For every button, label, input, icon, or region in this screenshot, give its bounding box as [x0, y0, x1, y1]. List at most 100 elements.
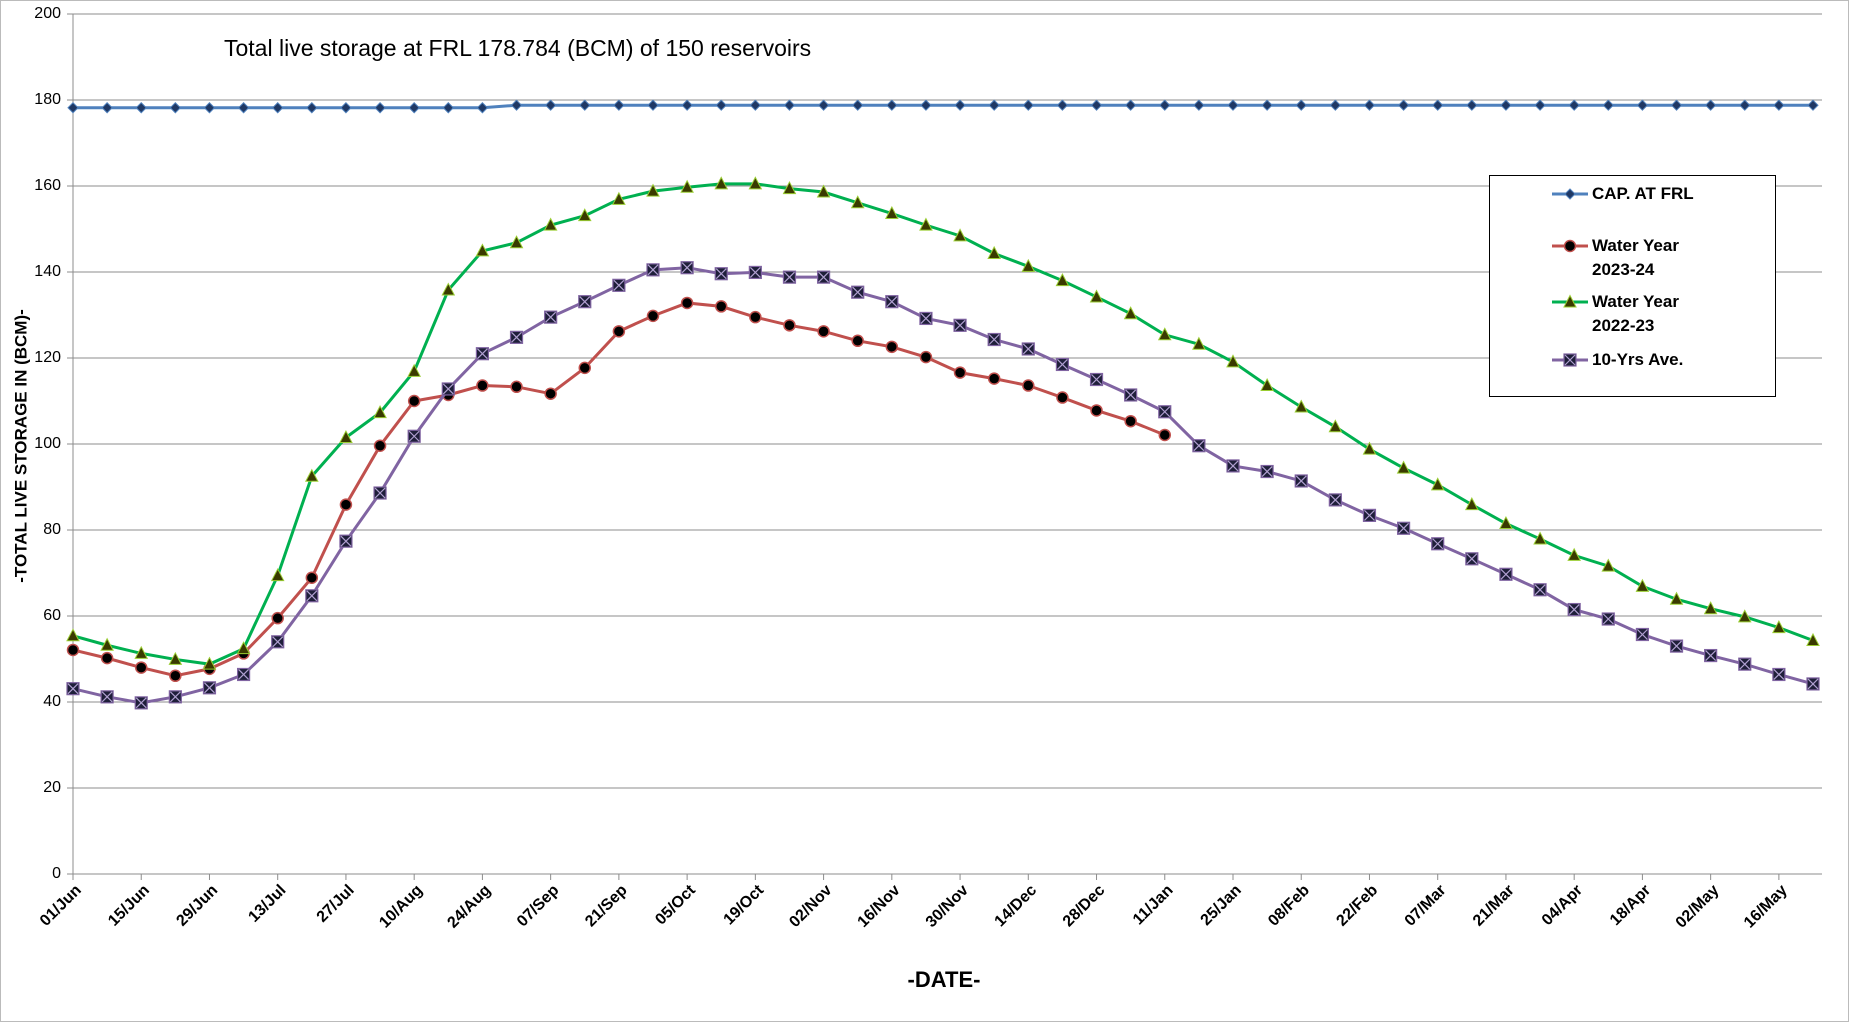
- marker-shape: [1193, 99, 1205, 111]
- marker-shape: [714, 176, 729, 190]
- marker: [884, 205, 899, 220]
- marker-shape: [1328, 419, 1343, 433]
- marker-shape: [1737, 609, 1752, 623]
- x-tick-label: 01/Jun: [37, 882, 85, 930]
- marker-shape: [1466, 553, 1478, 565]
- marker-shape: [1295, 99, 1307, 111]
- marker: [1192, 336, 1206, 350]
- marker: [1499, 515, 1513, 530]
- marker-shape: [442, 102, 455, 114]
- marker: [1294, 399, 1309, 413]
- x-tick-label: 14/Dec: [992, 882, 1041, 931]
- marker-shape: [543, 217, 558, 231]
- marker-shape: [100, 651, 114, 665]
- marker: [817, 99, 830, 111]
- marker: [886, 99, 898, 111]
- marker-shape: [1159, 406, 1171, 418]
- marker: [544, 310, 558, 324]
- marker: [680, 261, 694, 275]
- legend-swatch: [1552, 353, 1588, 367]
- marker: [543, 217, 558, 231]
- marker: [476, 379, 489, 392]
- marker-shape: [442, 383, 454, 395]
- marker: [544, 99, 557, 111]
- marker: [373, 405, 387, 419]
- marker-shape: [1364, 509, 1375, 521]
- y-tick-label: 80: [43, 521, 61, 538]
- marker: [271, 102, 284, 114]
- marker: [851, 334, 864, 348]
- marker: [203, 102, 216, 114]
- marker: [1772, 667, 1786, 682]
- x-tick-label: 24/Aug: [444, 882, 494, 932]
- marker: [306, 102, 318, 114]
- marker: [1499, 567, 1513, 581]
- marker-shape: [1123, 306, 1138, 320]
- marker: [1601, 558, 1616, 572]
- marker: [1465, 552, 1479, 566]
- marker-shape: [510, 380, 523, 394]
- legend: CAP. AT FRL Water Year 2023-24 Water Year …: [1489, 175, 1776, 397]
- marker-shape: [681, 99, 693, 111]
- y-tick-label: 200: [34, 5, 61, 22]
- marker-shape: [1157, 327, 1172, 341]
- x-tick-label: 05/Oct: [652, 881, 699, 928]
- marker: [1466, 99, 1478, 111]
- y-tick-label: 160: [34, 177, 61, 194]
- marker-shape: [680, 179, 694, 193]
- marker-shape: [1260, 377, 1274, 392]
- marker-shape: [1261, 99, 1273, 111]
- marker: [613, 99, 625, 111]
- y-tick-label: 0: [52, 865, 61, 882]
- marker: [340, 102, 352, 114]
- marker: [1772, 620, 1786, 634]
- marker: [1227, 99, 1239, 111]
- marker-shape: [1193, 440, 1205, 452]
- marker-shape: [270, 567, 285, 582]
- marker: [202, 681, 217, 695]
- marker-shape: [1564, 188, 1576, 200]
- marker-shape: [374, 102, 386, 114]
- marker-shape: [135, 697, 147, 709]
- marker-shape: [954, 319, 966, 331]
- marker-shape: [1807, 678, 1819, 690]
- marker: [885, 340, 899, 354]
- x-axis-label: -DATE-: [908, 967, 981, 992]
- marker: [1807, 99, 1819, 111]
- marker-shape: [339, 498, 353, 511]
- x-tick-label: 08/Feb: [1265, 882, 1313, 930]
- marker-shape: [1670, 99, 1683, 111]
- marker: [919, 350, 933, 364]
- marker-shape: [1466, 99, 1478, 111]
- marker-shape: [715, 99, 727, 111]
- marker-shape: [237, 102, 250, 114]
- marker: [1021, 342, 1035, 356]
- marker: [954, 99, 966, 111]
- x-tick-label: 15/Jun: [105, 882, 153, 930]
- marker-shape: [1090, 99, 1103, 111]
- marker: [680, 179, 694, 193]
- marker-shape: [988, 99, 1000, 111]
- marker-shape: [339, 429, 353, 444]
- marker: [168, 651, 183, 665]
- marker: [1090, 404, 1103, 417]
- marker: [305, 589, 319, 603]
- marker: [987, 245, 1002, 260]
- marker-shape: [271, 611, 284, 625]
- marker: [236, 667, 251, 682]
- marker: [1431, 537, 1445, 551]
- marker-shape: [850, 195, 865, 209]
- x-tick-label: 28/Dec: [1060, 882, 1109, 931]
- y-tick-label: 180: [34, 91, 61, 108]
- marker-shape: [1124, 99, 1137, 111]
- marker-shape: [476, 102, 489, 114]
- marker: [339, 498, 353, 511]
- marker: [1226, 354, 1240, 368]
- marker-shape: [100, 637, 114, 651]
- marker-shape: [749, 267, 761, 278]
- marker: [544, 387, 557, 400]
- marker-shape: [101, 691, 113, 703]
- marker-shape: [748, 176, 763, 190]
- marker-shape: [579, 296, 591, 308]
- y-tick-label: 120: [34, 349, 61, 366]
